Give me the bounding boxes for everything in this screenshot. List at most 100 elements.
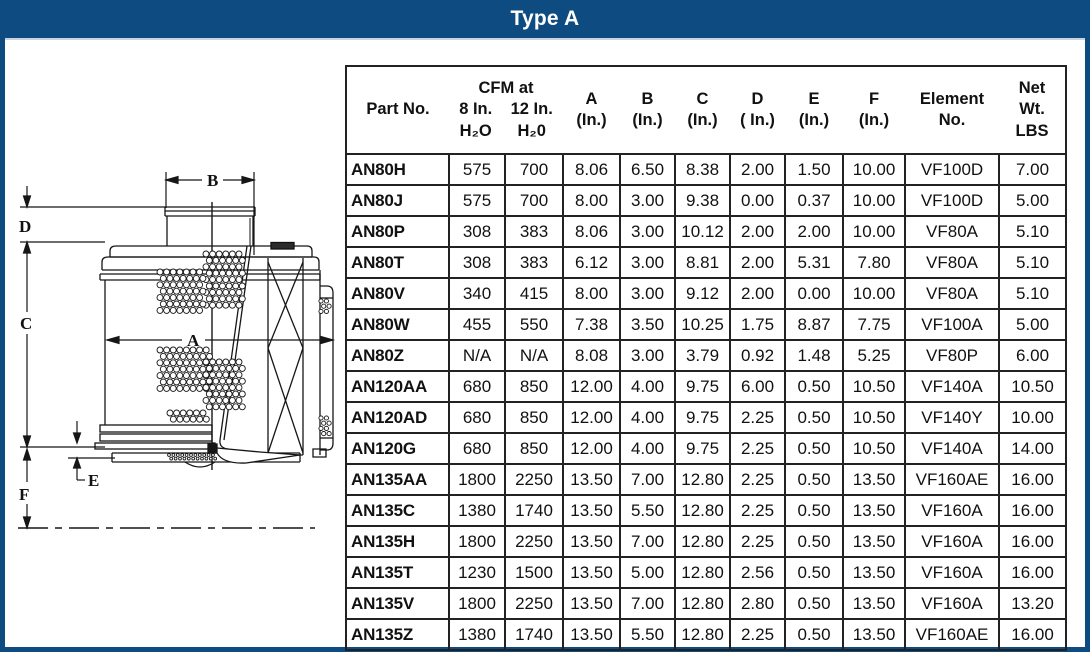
value-cell: 0.50 [784,525,845,558]
value-cell: 10.50 [842,432,907,465]
value-cell: 5.50 [619,494,677,527]
value-cell: VF160AE [904,463,1001,496]
value-cell: VF100D [904,184,1001,217]
spec-table-container: Part No. CFM at 8 In. H₂O 12 In. H₂ [345,65,1068,651]
table-row: AN120AA 680 850 12.00 4.00 9.75 6.00 0.50 10.50 V… [345,370,1068,403]
col-header-dim-f: F (In.) [843,65,906,155]
col-header-dim-c: C (In.) [675,65,731,155]
value-cell: 0.50 [784,556,845,589]
dimension-lines [18,172,336,530]
value-cell: VF160A [904,587,1001,620]
value-cell: 700 [503,153,565,186]
value-cell: 5.00 [998,308,1068,341]
value-cell: 13.50 [842,463,907,496]
value-cell: 12.80 [674,463,732,496]
part-no-cell: AN135AA [345,463,450,496]
spec-table-body: AN80H 575 700 8.06 6.50 8.38 2.00 1.50 10.00 VF10… [345,153,1068,651]
clamp-block [207,443,218,454]
value-cell: 1740 [503,494,565,527]
filter-dimension-diagram: B D C A E F [10,150,342,550]
value-cell: VF160A [904,494,1001,527]
value-cell: 10.50 [842,401,907,434]
value-cell: 9.75 [674,401,732,434]
value-cell: 7.75 [842,308,907,341]
value-cell: 2.80 [729,587,787,620]
value-cell: 2.00 [784,215,845,248]
value-cell: 8.81 [674,246,732,279]
value-cell: 5.31 [784,246,845,279]
value-cell: 575 [448,184,506,217]
cfm-12in-label: 12 In. [510,100,553,119]
value-cell: 5.10 [998,215,1068,248]
dim-label-c: C [20,314,32,333]
value-cell: 0.50 [784,401,845,434]
table-row: AN120AD 680 850 12.00 4.00 9.75 2.25 0.50 10.50 V… [345,401,1068,434]
value-cell: 5.50 [619,618,677,651]
value-cell: 2.25 [729,618,787,651]
table-row: AN135Z 1380 1740 13.50 5.50 12.80 2.25 0.50 13.5… [345,618,1068,651]
value-cell: 12.80 [674,587,732,620]
table-row: AN135V 1800 2250 13.50 7.00 12.80 2.80 0.50 13.5… [345,587,1068,620]
part-no-cell: AN80T [345,246,450,279]
value-cell: 16.00 [998,494,1068,527]
table-row: AN135C 1380 1740 13.50 5.50 12.80 2.25 0.50 13.5… [345,494,1068,527]
value-cell: VF160A [904,556,1001,589]
inlet-tube [164,206,256,246]
value-cell: 0.50 [784,587,845,620]
value-cell: 10.50 [842,370,907,403]
value-cell: 7.00 [998,153,1068,186]
value-cell: 2.00 [729,215,787,248]
cfm-title: CFM at [478,79,534,98]
value-cell: 383 [503,215,565,248]
value-cell: VF80P [904,339,1001,372]
part-no-cell: AN120AD [345,401,450,434]
value-cell: 0.50 [784,463,845,496]
cfm-col-8in: 8 In. H₂O [459,99,492,141]
value-cell: 5.00 [619,556,677,589]
value-cell: 13.50 [842,618,907,651]
value-cell: 3.00 [619,184,677,217]
value-cell: N/A [448,339,506,372]
value-cell: N/A [503,339,565,372]
value-cell: 8.87 [784,308,845,341]
perforation-dots [156,250,332,461]
table-row: AN80W 455 550 7.38 3.50 10.25 1.75 8.87 7.75 VF10… [345,308,1068,341]
value-cell: 2250 [503,463,565,496]
perforated-band [270,241,295,250]
value-cell: 7.80 [842,246,907,279]
value-cell: 10.00 [998,401,1068,434]
dim-label-a: A [187,331,200,350]
value-cell: 9.75 [674,432,732,465]
value-cell: 2.25 [729,494,787,527]
table-row: AN120G 680 850 12.00 4.00 9.75 2.25 0.50 10.50 VF… [345,432,1068,465]
value-cell: 2.25 [729,401,787,434]
value-cell: 8.08 [562,339,622,372]
value-cell: 6.00 [998,339,1068,372]
value-cell: 1380 [448,494,506,527]
part-no-cell: AN80H [345,153,450,186]
value-cell: 9.12 [674,277,732,310]
page-header-band: Type A [0,0,1090,38]
value-cell: 4.00 [619,432,677,465]
table-row: AN80J 575 700 8.00 3.00 9.38 0.00 0.37 10.00 VF10… [345,184,1068,217]
value-cell: 7.38 [562,308,622,341]
value-cell: 2.25 [729,525,787,558]
value-cell: 0.50 [784,618,845,651]
col-header-cfm: CFM at 8 In. H₂O 12 In. H₂0 [449,65,564,155]
value-cell: 16.00 [998,463,1068,496]
value-cell: 12.00 [562,370,622,403]
filter-diagram-svg: B D C A E F [18,171,336,530]
value-cell: 680 [448,432,506,465]
value-cell: VF160AE [904,618,1001,651]
col-header-dim-e: E (In.) [785,65,844,155]
value-cell: 9.75 [674,370,732,403]
value-cell: 8.06 [562,153,622,186]
value-cell: 2.25 [729,463,787,496]
value-cell: 4.00 [619,370,677,403]
value-cell: 340 [448,277,506,310]
value-cell: 5.10 [998,246,1068,279]
value-cell: 12.80 [674,556,732,589]
value-cell: 13.50 [842,556,907,589]
value-cell: 700 [503,184,565,217]
body-shell [104,270,334,455]
